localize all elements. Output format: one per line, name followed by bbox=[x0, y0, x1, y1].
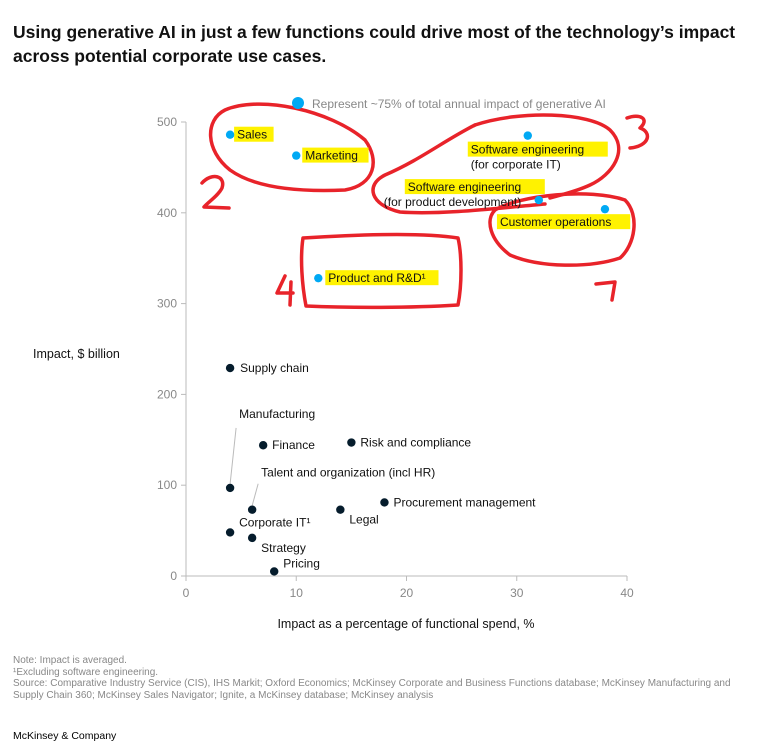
red-annotations bbox=[200, 102, 650, 310]
point-label: Procurement management bbox=[393, 495, 536, 509]
annotation-circle-1 bbox=[488, 192, 636, 267]
point-talent-and-organization-incl-hr bbox=[247, 505, 257, 514]
annotation-digit-2 bbox=[200, 174, 231, 210]
chart-title: Using generative AI in just a few functi… bbox=[13, 22, 736, 66]
annotation-digit-1 bbox=[594, 280, 617, 302]
point-label: Corporate IT¹ bbox=[239, 515, 310, 529]
point-label: Talent and organization (incl HR) bbox=[261, 466, 435, 480]
point-label: Pricing bbox=[283, 556, 320, 570]
label-highlight bbox=[302, 147, 369, 163]
point-software-engineering-for-product-development bbox=[534, 195, 543, 205]
point-legal bbox=[336, 505, 345, 514]
note-line: ¹Excluding software engineering. bbox=[13, 666, 159, 678]
label-highlight bbox=[404, 179, 545, 195]
point-risk-and-compliance bbox=[347, 438, 356, 447]
x-tick-label: 0 bbox=[183, 586, 190, 600]
point-marketing bbox=[292, 151, 301, 160]
legend-marker bbox=[292, 97, 304, 109]
point-strategy bbox=[247, 533, 257, 543]
point-label: Legal bbox=[349, 513, 378, 527]
legend-label: Represent ~75% of total annual impact of… bbox=[312, 97, 606, 111]
y-tick-label: 300 bbox=[157, 297, 177, 311]
point-customer-operations bbox=[600, 204, 610, 214]
y-tick-label: 0 bbox=[170, 569, 177, 583]
point-label: Finance bbox=[272, 438, 315, 452]
annotation-line-3 bbox=[371, 123, 547, 215]
point-label: Strategy bbox=[261, 541, 306, 555]
point-product-and-r-d bbox=[314, 273, 323, 283]
point-label: Product and R&D¹ bbox=[328, 271, 425, 285]
point-label: Software engineering bbox=[471, 143, 584, 157]
y-axis-label: Impact, $ billion bbox=[33, 347, 120, 361]
label-leader-line bbox=[229, 427, 237, 484]
point-label: Customer operations bbox=[500, 215, 611, 229]
annotation-box-4 bbox=[299, 232, 463, 310]
point-pricing bbox=[270, 567, 279, 576]
annotation-digit-3 bbox=[625, 114, 650, 150]
point-software-engineering-for-corporate-it bbox=[523, 131, 532, 140]
axes: 0 100 200 300 400 500 0 10 20 30 40 bbox=[157, 115, 634, 600]
annotation-circle-2 bbox=[208, 102, 375, 193]
point-label: Risk and compliance bbox=[360, 436, 471, 450]
point-label: Sales bbox=[237, 128, 267, 142]
point-label: Supply chain bbox=[240, 361, 309, 375]
chart-notes: Note: Impact is averaged. ¹Excluding sof… bbox=[13, 655, 753, 701]
label-leader-line bbox=[251, 483, 259, 506]
source-line: Source: Comparative Industry Service (CI… bbox=[13, 678, 731, 701]
annotation-digit-4 bbox=[275, 274, 295, 307]
point-label-line2: (for product development) bbox=[384, 195, 521, 209]
point-corporate-it bbox=[225, 528, 235, 537]
brand-logo-text: McKinsey & Company bbox=[13, 730, 117, 742]
label-highlight bbox=[234, 126, 274, 142]
point-label: Manufacturing bbox=[239, 407, 315, 421]
y-tick-label: 100 bbox=[157, 478, 177, 492]
point-label: Software engineering bbox=[408, 180, 521, 194]
y-tick-label: 400 bbox=[157, 206, 177, 220]
y-tick-label: 500 bbox=[157, 115, 177, 129]
point-finance bbox=[258, 441, 268, 450]
x-tick-label: 20 bbox=[400, 586, 414, 600]
point-supply-chain bbox=[225, 363, 235, 373]
point-manufacturing bbox=[225, 483, 235, 493]
point-label: Marketing bbox=[305, 149, 358, 163]
point-label-line2: (for corporate IT) bbox=[471, 158, 561, 172]
x-tick-label: 30 bbox=[510, 586, 524, 600]
note-line: Note: Impact is averaged. bbox=[13, 655, 127, 666]
point-procurement-management bbox=[380, 498, 389, 507]
label-highlight bbox=[467, 141, 608, 157]
annotation-circle-3 bbox=[473, 113, 621, 200]
point-sales bbox=[225, 130, 235, 139]
label-highlight bbox=[496, 214, 631, 230]
x-axis-label: Impact as a percentage of functional spe… bbox=[277, 617, 534, 631]
scatter-chart: 0 100 200 300 400 500 0 10 20 30 40 Sales Marketing… bbox=[33, 97, 650, 631]
label-highlight bbox=[325, 270, 439, 286]
x-tick-label: 40 bbox=[620, 586, 634, 600]
y-tick-label: 200 bbox=[157, 387, 177, 401]
x-tick-label: 10 bbox=[290, 586, 304, 600]
